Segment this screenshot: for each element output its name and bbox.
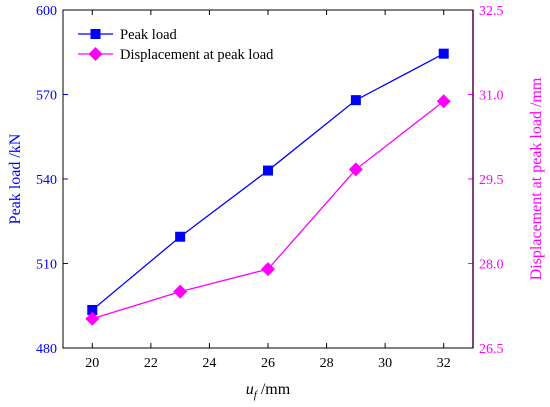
x-tick-label: 24 bbox=[202, 356, 216, 371]
x-tick-label: 22 bbox=[144, 356, 158, 371]
series-2 bbox=[85, 94, 451, 326]
series-2-point bbox=[436, 94, 451, 109]
legend-label: Peak load bbox=[120, 27, 178, 43]
x-axis-variable-subscript: f bbox=[254, 389, 259, 401]
series-1-point bbox=[263, 165, 273, 176]
series-1-point bbox=[438, 48, 449, 59]
y-right-tick-label: 32.5 bbox=[479, 4, 504, 19]
axis-ticks: 20 22 24 26 28 30 32 480 510 540 570 600 26.5 28.0 29.… bbox=[36, 4, 504, 371]
series-1-point bbox=[175, 231, 186, 242]
y-left-tick-label: 480 bbox=[36, 342, 57, 357]
series-2-line bbox=[92, 100, 445, 320]
legend-item: Displacement at peak load bbox=[78, 47, 274, 63]
y-right-tick-label: 31.0 bbox=[479, 89, 504, 104]
y-right-tick-label: 29.5 bbox=[479, 173, 504, 188]
x-tick-label: 32 bbox=[437, 356, 451, 371]
legend: Peak load Displacement at peak load bbox=[78, 27, 274, 63]
series-1-point bbox=[87, 304, 98, 315]
x-tick-label: 20 bbox=[85, 356, 99, 371]
legend-label: Displacement at peak load bbox=[120, 47, 274, 63]
series-2-point bbox=[261, 262, 275, 277]
series-1-point bbox=[350, 95, 361, 106]
y-left-tick-label: 510 bbox=[36, 258, 57, 273]
y-right-tick-label: 28.0 bbox=[479, 258, 504, 273]
y-left-axis-title: Peak load /kN bbox=[7, 133, 24, 224]
legend-marker bbox=[88, 47, 103, 61]
y-left-tick-label: 540 bbox=[36, 173, 57, 188]
x-axis-variable: u bbox=[246, 381, 254, 398]
y-right-tick-label: 26.5 bbox=[479, 342, 504, 357]
plot-frame bbox=[62, 9, 474, 349]
series-layer bbox=[85, 48, 451, 326]
y-right-axis-title: Displacement at peak load /mm bbox=[528, 77, 545, 280]
x-tick-label: 28 bbox=[320, 356, 334, 371]
x-tick-label: 30 bbox=[378, 356, 392, 371]
x-axis-title: uf /mm bbox=[246, 381, 291, 401]
series-1 bbox=[87, 48, 449, 315]
x-axis-unit: /mm bbox=[257, 381, 291, 398]
y-left-tick-label: 600 bbox=[36, 4, 57, 19]
series-2-point bbox=[85, 311, 100, 326]
x-tick-label: 26 bbox=[261, 356, 275, 371]
series-2-point bbox=[173, 284, 188, 299]
y-left-tick-label: 570 bbox=[36, 89, 57, 104]
series-2-point bbox=[348, 162, 363, 177]
legend-item: Peak load bbox=[78, 27, 178, 43]
legend-marker bbox=[90, 29, 101, 39]
